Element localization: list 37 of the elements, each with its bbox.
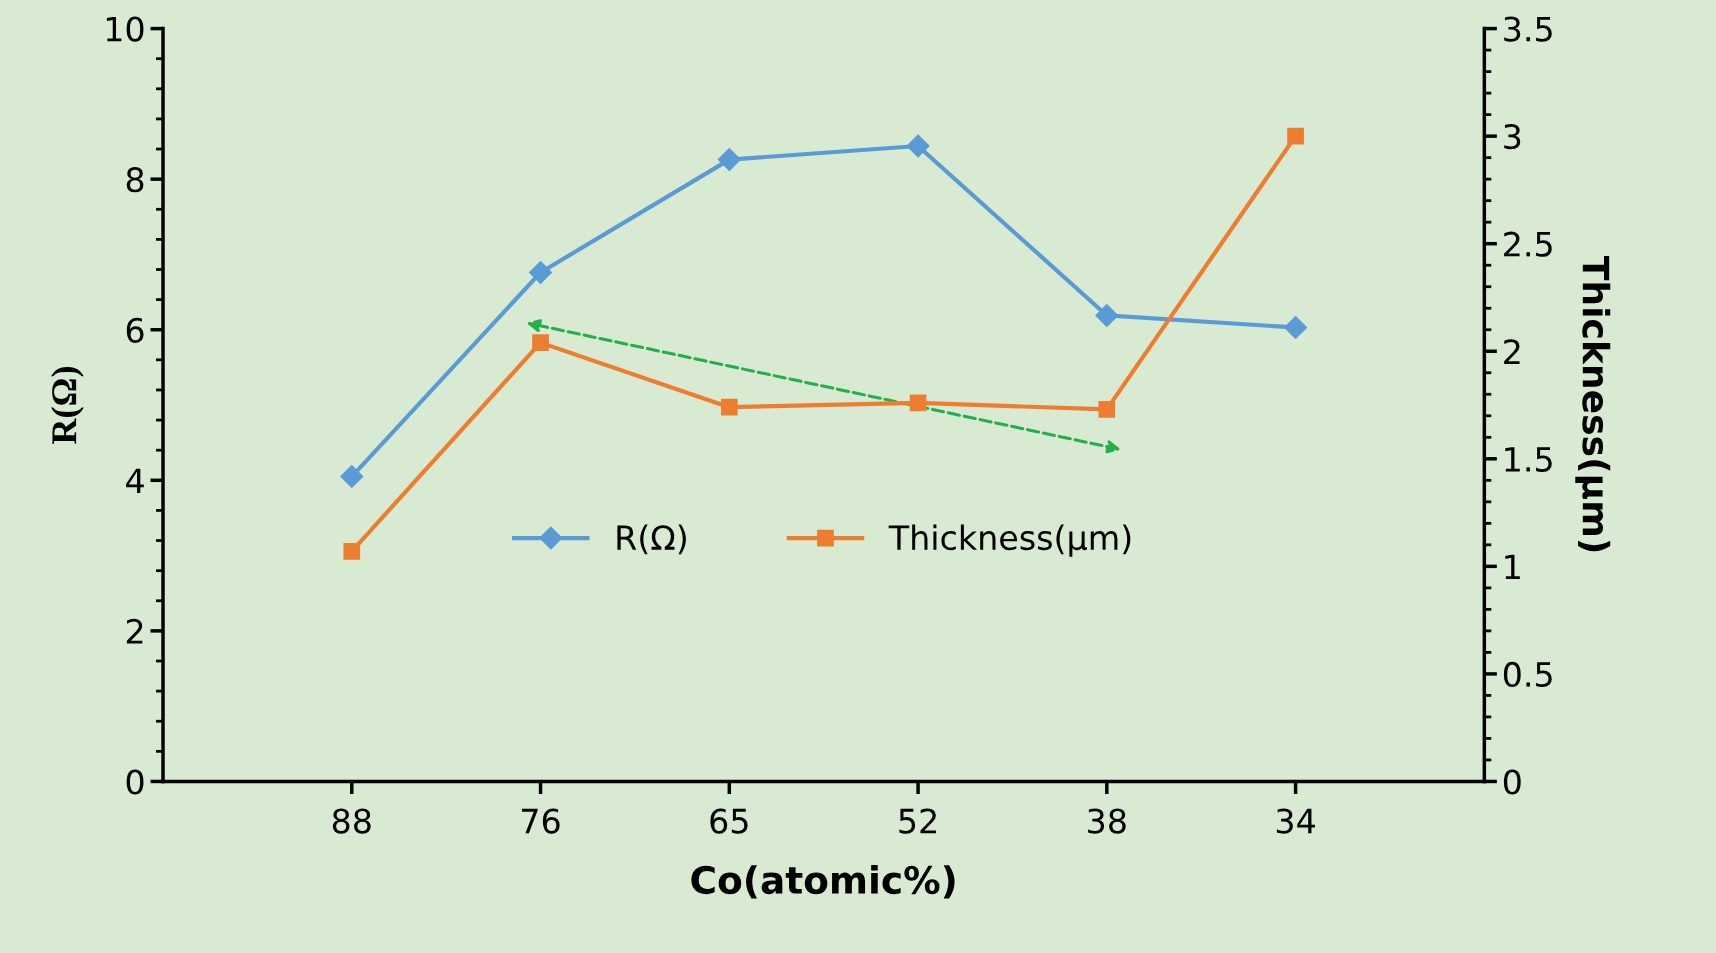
point	[1287, 127, 1304, 145]
y2-tick-label: 2	[1504, 339, 1520, 364]
y2-tick-label: 0.5	[1503, 661, 1552, 688]
y-tick-label: 0	[126, 769, 144, 795]
x-tick-label: 76	[522, 808, 560, 834]
point	[720, 398, 738, 416]
y-tick-label: 4	[126, 468, 144, 493]
y2-tick-label: 0	[1503, 769, 1521, 795]
point	[906, 134, 930, 158]
x-tick-label: 65	[710, 808, 748, 834]
x-axis-title: Co(atomic%)	[691, 865, 955, 899]
x-tick-label: 52	[899, 808, 936, 834]
x-tick-label: 38	[1088, 808, 1126, 834]
y-tick-label: 8	[126, 167, 144, 193]
y2-tick-label: 2.5	[1504, 231, 1552, 257]
point	[909, 394, 927, 412]
point	[1098, 400, 1116, 418]
y2-tick-label: 1.5	[1505, 447, 1552, 472]
legend-label: R(Ω)	[617, 524, 686, 555]
y-axis-title: R(Ω)	[51, 367, 84, 444]
point	[717, 148, 741, 172]
y-tick-label: 2	[126, 618, 143, 644]
y2-axis-title: Thickness(µm)	[1575, 255, 1611, 552]
x-tick-label: 88	[332, 808, 371, 834]
legend-label: Thickness(µm)	[888, 524, 1131, 557]
point	[343, 542, 361, 560]
y2-tick-label: 3	[1504, 124, 1521, 150]
y-tick-label: 6	[126, 317, 144, 343]
y2-tick-label: 3.5	[1504, 16, 1552, 42]
point	[1095, 303, 1119, 327]
point	[1284, 315, 1308, 339]
point	[340, 465, 364, 489]
y-tick-label: 10	[106, 16, 144, 42]
point	[532, 334, 549, 351]
point	[529, 261, 553, 285]
y2-tick-label: 1	[1505, 554, 1520, 580]
x-tick-label: 34	[1276, 808, 1315, 834]
